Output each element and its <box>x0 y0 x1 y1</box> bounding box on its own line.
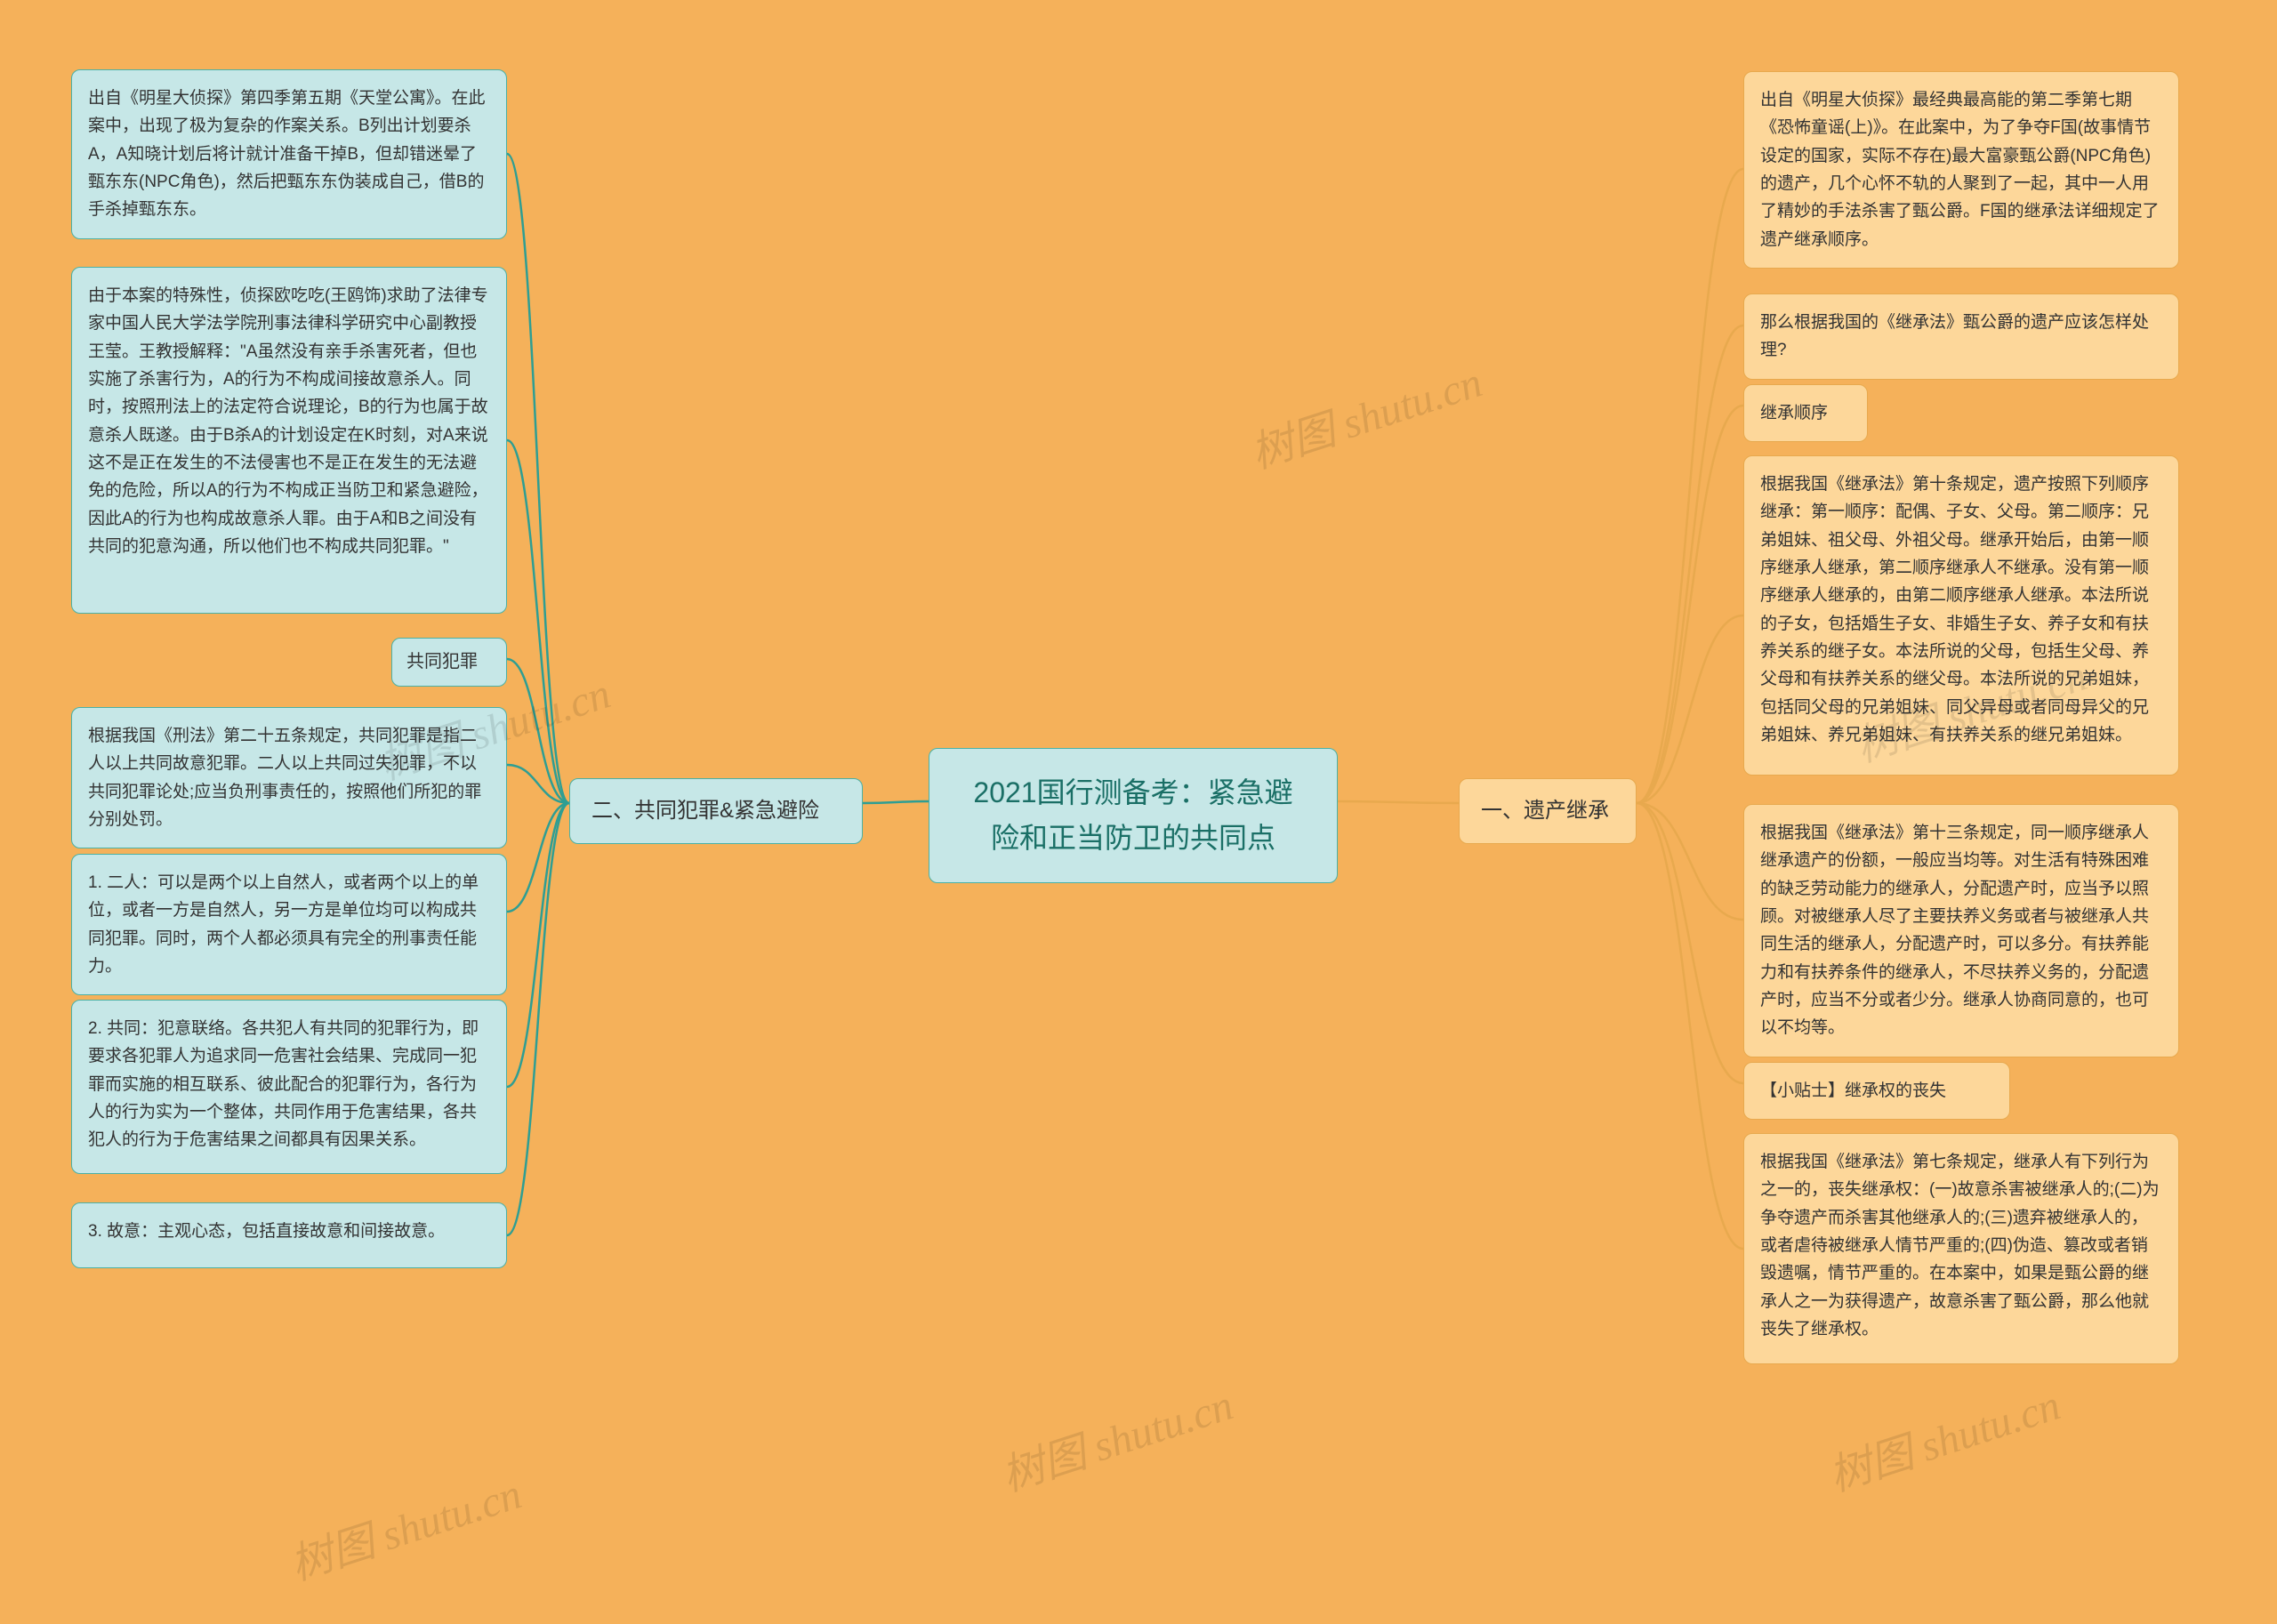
mindmap-node: 2. 共同：犯意联络。各共犯人有共同的犯罪行为，即要求各犯罪人为追求同一危害社会… <box>71 1000 507 1174</box>
mindmap-node: 由于本案的特殊性，侦探欧吃吃(王鸥饰)求助了法律专家中国人民大学法学院刑事法律科… <box>71 267 507 614</box>
mindmap-node: 根据我国《刑法》第二十五条规定，共同犯罪是指二人以上共同故意犯罪。二人以上共同过… <box>71 707 507 848</box>
mindmap-node: 共同犯罪 <box>391 638 507 687</box>
mindmap-node: 出自《明星大侦探》最经典最高能的第二季第七期《恐怖童谣(上)》。在此案中，为了争… <box>1743 71 2179 269</box>
mindmap-node: 1. 二人：可以是两个以上自然人，或者两个以上的单位，或者一方是自然人，另一方是… <box>71 854 507 995</box>
mindmap-node: 根据我国《继承法》第七条规定，继承人有下列行为之一的，丧失继承权：(一)故意杀害… <box>1743 1133 2179 1364</box>
mindmap-node: 根据我国《继承法》第十三条规定，同一顺序继承人继承遗产的份额，一般应当均等。对生… <box>1743 804 2179 1057</box>
mindmap-node: 继承顺序 <box>1743 384 1868 442</box>
mindmap-node: 那么根据我国的《继承法》甄公爵的遗产应该怎样处理? <box>1743 293 2179 380</box>
mindmap-node: 根据我国《继承法》第十条规定，遗产按照下列顺序继承：第一顺序：配偶、子女、父母。… <box>1743 455 2179 776</box>
mindmap-node: 3. 故意：主观心态，包括直接故意和间接故意。 <box>71 1202 507 1268</box>
mindmap-node: 2021国行测备考：紧急避 险和正当防卫的共同点 <box>929 748 1338 883</box>
mindmap-node: 一、遗产继承 <box>1459 778 1637 844</box>
mindmap-node: 出自《明星大侦探》第四季第五期《天堂公寓》。在此案中，出现了极为复杂的作案关系。… <box>71 69 507 239</box>
mindmap-node: 二、共同犯罪&紧急避险 <box>569 778 863 844</box>
mindmap-node: 【小贴士】继承权的丧失 <box>1743 1062 2010 1120</box>
